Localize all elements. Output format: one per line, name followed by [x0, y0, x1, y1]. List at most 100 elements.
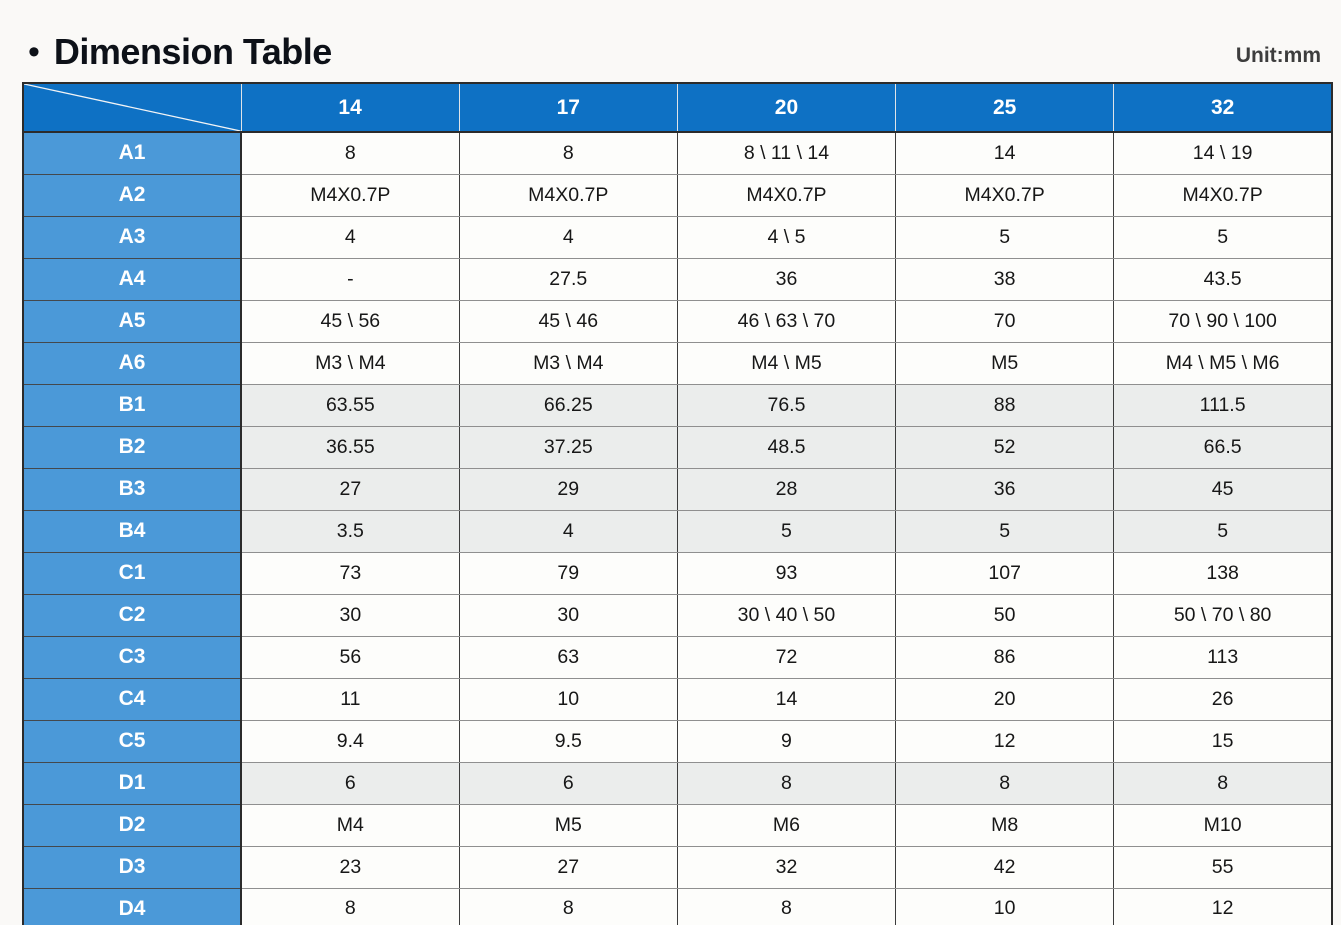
- table-row: B3 27 29 28 36 45: [23, 467, 1333, 511]
- data-cell: 12: [895, 719, 1115, 763]
- data-cell: M5: [458, 803, 678, 847]
- data-cell: 36: [895, 467, 1115, 511]
- row-label-c1: C1: [23, 551, 242, 595]
- data-cell: 30 \ 40 \ 50: [676, 593, 897, 637]
- data-cell: 45 \ 46: [458, 299, 678, 343]
- data-cell: 6: [458, 761, 678, 805]
- header-row: 14 17 20 25 32: [23, 83, 1332, 133]
- column-header-32: 32: [1113, 83, 1332, 133]
- data-cell: 8: [676, 761, 897, 805]
- data-cell: M10: [1113, 803, 1333, 847]
- data-cell: 30: [240, 593, 460, 637]
- table-row: A2 M4X0.7P M4X0.7P M4X0.7P M4X0.7P M4X0.7P: [23, 173, 1333, 217]
- data-cell: 55: [1113, 845, 1333, 889]
- data-cell: 43.5: [1113, 257, 1333, 301]
- row-label-d1: D1: [23, 761, 242, 805]
- row-label-a4: A4: [23, 257, 242, 301]
- bullet-icon: •: [28, 33, 40, 71]
- data-cell: 8: [676, 887, 897, 925]
- data-cell: 11: [240, 677, 460, 721]
- row-label-d3: D3: [23, 845, 242, 889]
- unit-label: Unit:mm: [1235, 44, 1321, 67]
- data-cell: 88: [895, 383, 1115, 427]
- data-cell: 30: [458, 593, 678, 637]
- data-cell: 50: [895, 593, 1115, 637]
- data-cell: 70: [895, 299, 1115, 343]
- row-label-c5: C5: [23, 719, 242, 763]
- data-cell: 28: [676, 467, 897, 511]
- table-row: D2 M4 M5 M6 M8 M10: [23, 803, 1333, 847]
- data-cell: 56: [240, 635, 460, 679]
- data-cell: 4 \ 5: [676, 215, 897, 259]
- table-row: B1 63.55 66.25 76.5 88 111.5: [23, 383, 1333, 427]
- data-cell: 8 \ 11 \ 14: [676, 131, 897, 175]
- data-cell: 29: [458, 467, 678, 511]
- column-header-20: 20: [676, 83, 896, 133]
- table-row: A6 M3 \ M4 M3 \ M4 M4 \ M5 M5 M4 \ M5 \ M6: [23, 341, 1333, 385]
- data-cell: 138: [1113, 551, 1333, 595]
- data-cell: M3 \ M4: [240, 341, 460, 385]
- data-cell: 36.55: [240, 425, 460, 469]
- row-label-c4: C4: [23, 677, 242, 721]
- data-cell: 72: [676, 635, 897, 679]
- data-cell: M4X0.7P: [895, 173, 1115, 217]
- row-label-a2: A2: [23, 173, 242, 217]
- data-cell: 63.55: [240, 383, 460, 427]
- data-cell: 45: [1113, 467, 1333, 511]
- data-cell: 45 \ 56: [240, 299, 460, 343]
- data-cell: 3.5: [240, 509, 460, 553]
- data-cell: 10: [895, 887, 1115, 925]
- data-cell: 14: [676, 677, 897, 721]
- data-cell: 15: [1113, 719, 1333, 763]
- column-header-17: 17: [458, 83, 678, 133]
- data-cell: 4: [458, 215, 678, 259]
- data-cell: 4: [458, 509, 678, 553]
- table-row: C2 30 30 30 \ 40 \ 50 50 50 \ 70 \ 80: [23, 593, 1333, 637]
- data-cell: 23: [240, 845, 460, 889]
- data-cell: 8: [458, 887, 678, 925]
- data-cell: 86: [895, 635, 1115, 679]
- data-cell: 76.5: [676, 383, 897, 427]
- data-cell: 12: [1113, 887, 1333, 925]
- data-cell: 79: [458, 551, 678, 595]
- row-label-d2: D2: [23, 803, 242, 847]
- table-row: C5 9.4 9.5 9 12 15: [23, 719, 1333, 763]
- row-label-a6: A6: [23, 341, 242, 385]
- data-cell: 14: [895, 131, 1115, 175]
- data-cell: -: [240, 257, 460, 301]
- data-cell: 9.4: [240, 719, 460, 763]
- data-cell: 50 \ 70 \ 80: [1113, 593, 1333, 637]
- data-cell: M5: [895, 341, 1115, 385]
- data-cell: 5: [1113, 215, 1333, 259]
- row-label-d4: D4: [23, 887, 242, 925]
- row-label-b1: B1: [23, 383, 242, 427]
- data-cell: 63: [458, 635, 678, 679]
- column-header-14: 14: [240, 83, 460, 133]
- data-cell: M4 \ M5 \ M6: [1113, 341, 1333, 385]
- table-row: B2 36.55 37.25 48.5 52 66.5: [23, 425, 1333, 469]
- row-label-a5: A5: [23, 299, 242, 343]
- data-cell: 5: [895, 509, 1115, 553]
- row-label-a1: A1: [23, 131, 242, 175]
- row-label-c2: C2: [23, 593, 242, 637]
- data-cell: 6: [240, 761, 460, 805]
- table-row: C1 73 79 93 107 138: [23, 551, 1333, 595]
- table-row: D1 6 6 8 8 8: [23, 761, 1333, 805]
- data-cell: 93: [676, 551, 897, 595]
- dimension-table: 14 17 20 25 32 A1 8 8 8 \ 11 \ 14 14 14 \ 19 A…: [22, 82, 1333, 925]
- data-cell: M4X0.7P: [676, 173, 897, 217]
- data-cell: 37.25: [458, 425, 678, 469]
- data-cell: 36: [676, 257, 897, 301]
- data-cell: M3 \ M4: [458, 341, 678, 385]
- data-cell: 5: [1113, 509, 1333, 553]
- data-cell: M4X0.7P: [240, 173, 460, 217]
- row-label-b3: B3: [23, 467, 242, 511]
- row-label-b2: B2: [23, 425, 242, 469]
- data-cell: 8: [240, 887, 460, 925]
- table-row: B4 3.5 4 5 5 5: [23, 509, 1333, 553]
- row-label-b4: B4: [23, 509, 242, 553]
- table-row: D4 8 8 8 10 12: [23, 887, 1333, 925]
- data-cell: 32: [676, 845, 897, 889]
- data-cell: 107: [895, 551, 1115, 595]
- data-cell: M4: [240, 803, 460, 847]
